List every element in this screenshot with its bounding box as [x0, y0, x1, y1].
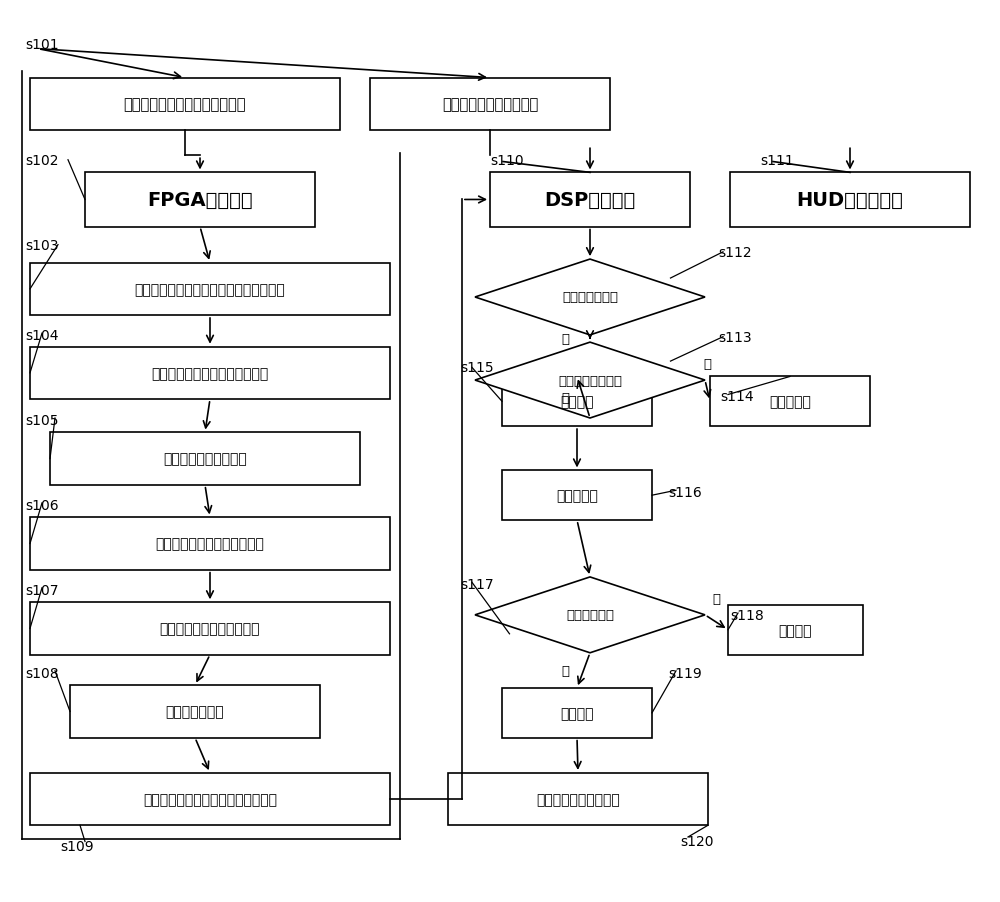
Text: 否: 否	[561, 664, 569, 677]
Text: 将灰度图像二値化为黑白图像: 将灰度图像二値化为黑白图像	[156, 537, 264, 551]
Text: s110: s110	[490, 153, 524, 168]
Polygon shape	[475, 577, 705, 653]
Text: 用大律法求出图像阗値: 用大律法求出图像阗値	[163, 452, 247, 466]
Text: s118: s118	[730, 608, 764, 622]
Bar	[30, 518, 390, 570]
Bar	[30, 347, 390, 400]
Bar	[370, 78, 610, 131]
Text: s101: s101	[25, 38, 59, 52]
Text: 确定车辆在车道中的位置和方向信息: 确定车辆在车道中的位置和方向信息	[143, 792, 277, 806]
Text: s120: s120	[680, 833, 714, 848]
Bar	[728, 605, 863, 655]
Text: s107: s107	[25, 583, 58, 597]
Text: 否: 否	[561, 391, 569, 404]
Text: 视觉采集器获取车道标识线信息: 视觉采集器获取车道标识线信息	[124, 97, 246, 112]
Text: 触发警报: 触发警报	[560, 395, 594, 409]
Text: 是否纠正偏离: 是否纠正偏离	[566, 609, 614, 621]
Polygon shape	[475, 343, 705, 419]
Text: 警报解除: 警报解除	[779, 623, 812, 637]
Text: 识别道路边界或车道识别线: 识别道路边界或车道识别线	[160, 621, 260, 636]
Text: s113: s113	[718, 330, 752, 345]
Text: s114: s114	[720, 390, 754, 404]
Text: 是: 是	[561, 333, 569, 345]
Bar	[502, 377, 652, 427]
Text: 是否已打开转向灯: 是否已打开转向灯	[558, 374, 622, 387]
Bar	[30, 78, 340, 131]
Text: 建立可行性区域: 建立可行性区域	[166, 704, 224, 719]
Polygon shape	[475, 260, 705, 336]
Text: HUD抖头显示器: HUD抖头显示器	[797, 190, 903, 210]
Text: s102: s102	[25, 153, 58, 168]
Text: 车体传感器采集车体信息: 车体传感器采集车体信息	[442, 97, 538, 112]
Text: s111: s111	[760, 153, 794, 168]
Bar	[30, 773, 390, 825]
Text: 将获取的彩色图像灰度化，进行灰度拉伸: 将获取的彩色图像灰度化，进行灰度拉伸	[135, 282, 285, 297]
Bar	[50, 433, 360, 485]
Text: 是否触碰警示线: 是否触碰警示线	[562, 291, 618, 304]
Bar	[30, 263, 390, 316]
Bar	[85, 173, 315, 227]
Text: 是: 是	[712, 593, 720, 605]
Text: 降低车速: 降低车速	[560, 706, 594, 720]
Text: s106: s106	[25, 498, 59, 512]
Text: s105: s105	[25, 413, 58, 428]
Text: s103: s103	[25, 238, 58, 253]
Bar	[70, 686, 320, 738]
Text: DSP计算中心: DSP计算中心	[544, 190, 636, 210]
Text: s119: s119	[668, 666, 702, 680]
Bar	[710, 377, 870, 427]
Text: s108: s108	[25, 666, 59, 680]
Text: s104: s104	[25, 328, 58, 343]
Bar	[448, 773, 708, 825]
Text: 修正力矩进行转向干预: 修正力矩进行转向干预	[536, 792, 620, 806]
Text: s115: s115	[460, 361, 494, 375]
Bar	[502, 471, 652, 520]
Bar	[490, 173, 690, 227]
Text: s116: s116	[668, 485, 702, 500]
Text: s109: s109	[60, 839, 94, 853]
Text: 图像边界增强，做图像边界检测: 图像边界增强，做图像边界检测	[151, 366, 269, 381]
Text: 不触发警报: 不触发警报	[769, 395, 811, 409]
Bar	[30, 603, 390, 655]
Text: s117: s117	[460, 577, 494, 592]
Text: 方向盘震动: 方向盘震动	[556, 489, 598, 502]
Text: 是: 是	[704, 358, 712, 371]
Bar	[730, 173, 970, 227]
Text: FPGA逻辑中心: FPGA逻辑中心	[147, 190, 253, 210]
Bar	[502, 688, 652, 738]
Text: s112: s112	[718, 245, 752, 260]
